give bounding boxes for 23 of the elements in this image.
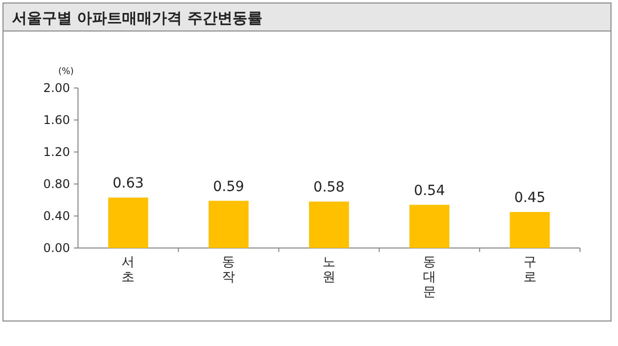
bar [108, 198, 148, 248]
x-tick-label: 노원 [322, 255, 336, 285]
data-label: 0.45 [514, 190, 546, 206]
y-tick-label: 2.00 [43, 81, 70, 95]
bar [309, 202, 349, 248]
x-tick-label: 동작 [222, 255, 236, 285]
y-tick-label: 0.40 [43, 209, 70, 223]
data-label: 0.58 [313, 180, 345, 196]
data-label: 0.63 [112, 176, 144, 192]
y-tick-label: 0.00 [43, 241, 70, 255]
y-tick-label: 1.20 [43, 145, 70, 159]
data-label: 0.59 [213, 178, 244, 195]
bar [510, 212, 550, 248]
bar [208, 200, 249, 248]
x-tick-label: 구로 [523, 255, 536, 285]
x-tick-label: 동대문 [422, 255, 436, 300]
y-tick-label: 1.60 [43, 113, 70, 127]
chart-title: 서울구별 아파트매매가격 주간변동률 [12, 9, 262, 27]
y-axis-title: (%) [58, 67, 74, 77]
data-label: 0.54 [414, 182, 446, 199]
y-tick-label: 0.80 [43, 177, 70, 191]
bar [409, 204, 450, 248]
x-tick-label: 서초 [122, 255, 135, 285]
